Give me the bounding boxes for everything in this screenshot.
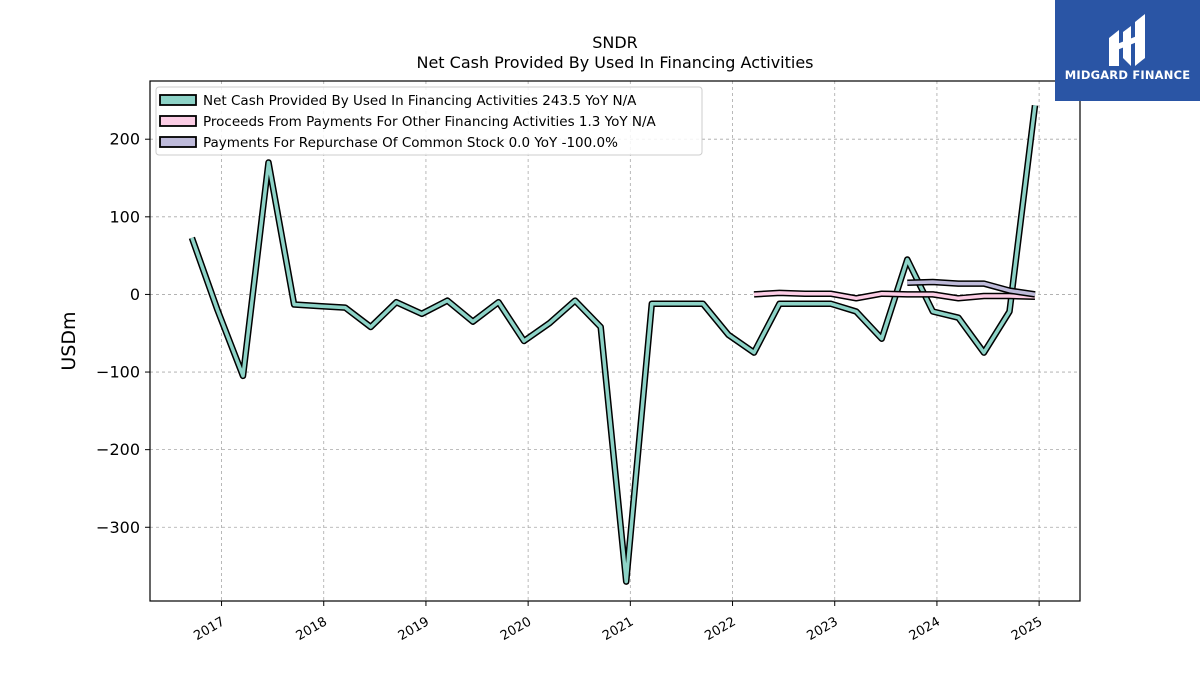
y-axis-label: USDm <box>58 311 80 370</box>
plot-area-frame <box>149 80 1081 602</box>
chart-subtitle: Net Cash Provided By Used In Financing A… <box>416 53 814 72</box>
grid-layer <box>150 81 1080 601</box>
y-tick-label: −300 <box>96 518 140 537</box>
logo-text: MIDGARD FINANCE <box>1064 68 1191 82</box>
series-layer <box>188 105 1039 585</box>
series-line-2 <box>907 280 1036 297</box>
midgard-logo-icon <box>1109 14 1145 66</box>
chart-title-block: SNDR Net Cash Provided By Used In Financ… <box>0 33 1200 73</box>
x-axis: 2017 2018 2019 2020 2021 2022 2023 2024 2025 <box>191 601 1045 644</box>
y-tick-label: 200 <box>109 130 140 149</box>
legend-entry-label: Proceeds From Payments For Other Financi… <box>203 114 657 130</box>
legend-entry-label: Payments For Repurchase Of Common Stock … <box>203 135 618 151</box>
x-tick-label: 2020 <box>498 614 534 644</box>
y-tick-label: 100 <box>109 207 140 226</box>
chart-title: SNDR <box>592 33 638 52</box>
x-tick-label: 2018 <box>294 614 330 644</box>
y-tick-label: 0 <box>130 285 140 304</box>
y-tick-label: −200 <box>96 440 140 459</box>
midgard-finance-logo: MIDGARD FINANCE <box>1055 0 1200 101</box>
x-tick-label: 2019 <box>396 614 432 644</box>
x-tick-label: 2021 <box>600 614 636 644</box>
x-tick-label: 2024 <box>907 614 943 644</box>
x-tick-label: 2023 <box>805 614 841 644</box>
y-axis: 200 100 0 −100 −200 −300 <box>96 130 150 537</box>
x-tick-label: 2025 <box>1009 614 1045 644</box>
series-outline-0 <box>188 105 1039 585</box>
x-tick-label: 2017 <box>191 614 227 644</box>
legend-entry-label: Net Cash Provided By Used In Financing A… <box>203 93 637 109</box>
legend-swatch <box>159 136 197 148</box>
legend-swatch <box>159 115 197 127</box>
x-tick-label: 2022 <box>702 614 738 644</box>
series-line-1 <box>753 291 1036 301</box>
legend: Net Cash Provided By Used In Financing A… <box>155 86 703 156</box>
legend-swatch <box>159 94 197 106</box>
series-line-0 <box>190 105 1037 584</box>
legend-box <box>155 86 703 156</box>
y-tick-label: −100 <box>96 363 140 382</box>
